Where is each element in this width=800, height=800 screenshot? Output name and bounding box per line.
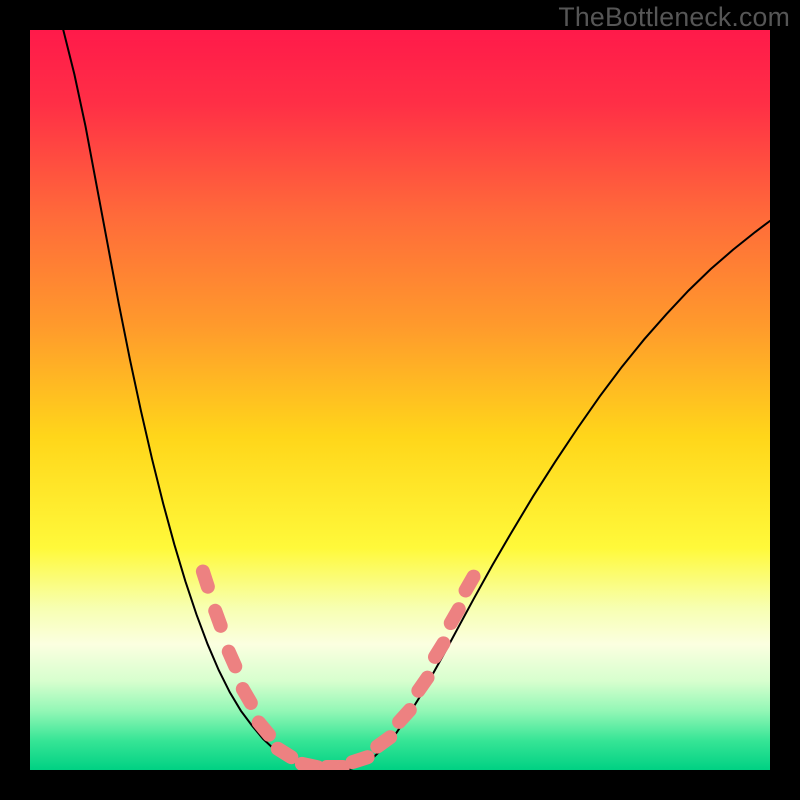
marker-capsule	[233, 680, 260, 713]
marker-capsule	[194, 563, 217, 596]
outer-frame-bottom	[0, 770, 800, 800]
watermark-text: TheBottleneck.com	[558, 2, 790, 33]
marker-capsule	[344, 748, 377, 770]
outer-frame-left	[0, 0, 30, 800]
marker-capsule	[456, 567, 483, 600]
marker-capsule	[220, 642, 245, 675]
bottleneck-curve	[63, 30, 770, 770]
plot-area	[30, 30, 770, 770]
outer-frame-right	[770, 0, 800, 800]
marker-capsule	[320, 760, 350, 770]
marker-capsule	[206, 602, 229, 635]
chart-stage: TheBottleneck.com	[0, 0, 800, 800]
marker-group	[194, 563, 483, 770]
curve-layer	[30, 30, 770, 770]
marker-capsule	[425, 634, 453, 667]
